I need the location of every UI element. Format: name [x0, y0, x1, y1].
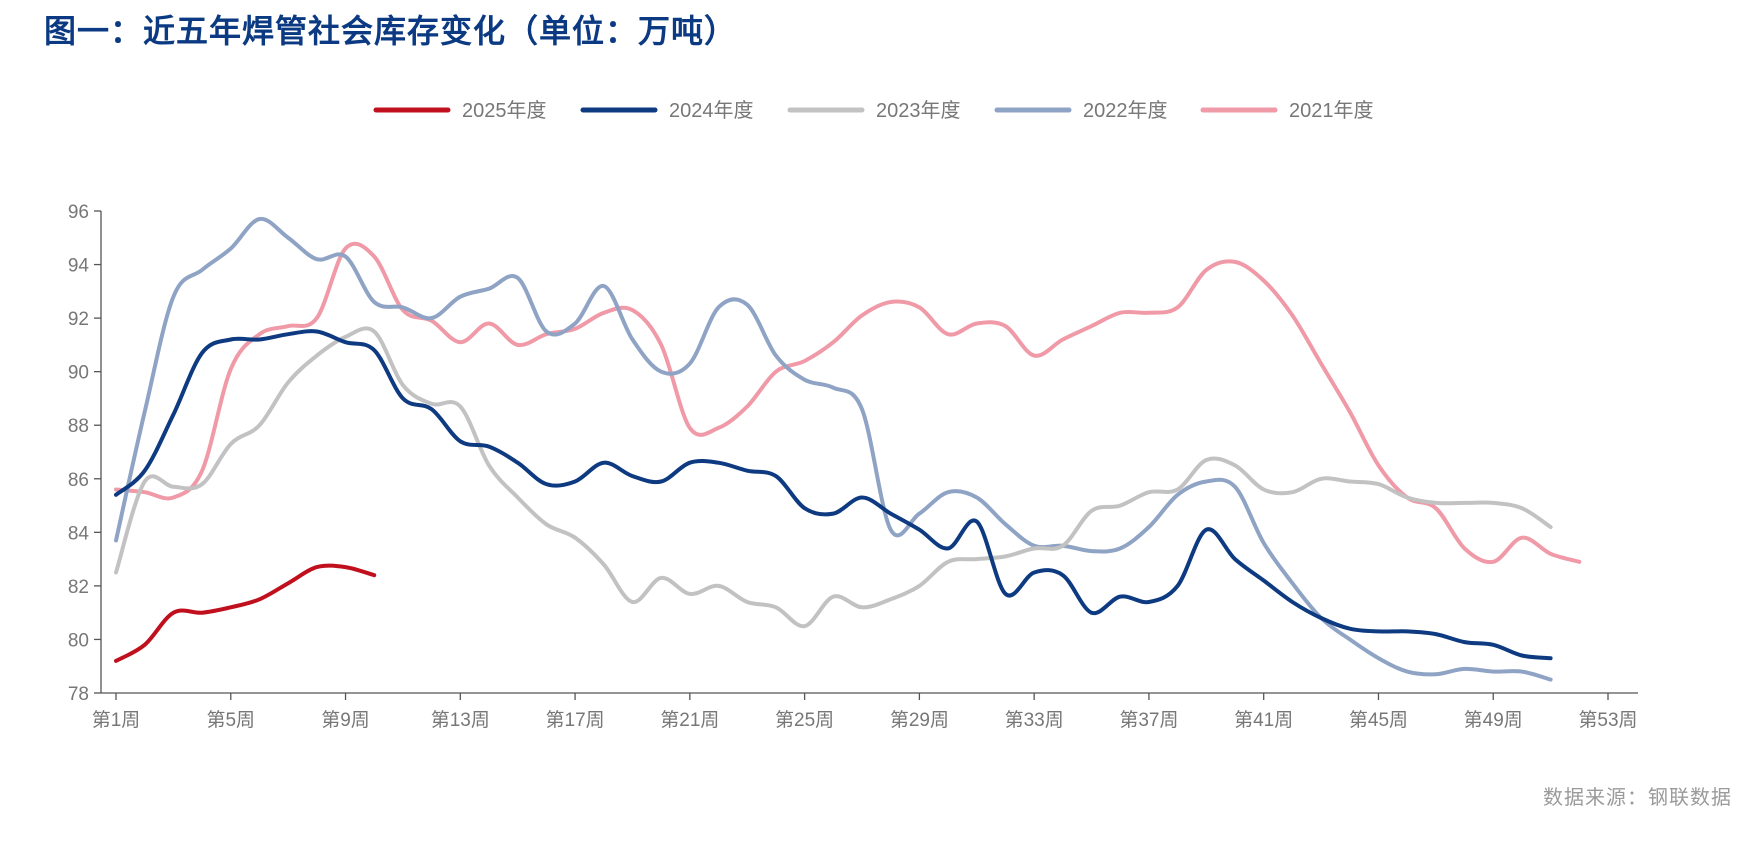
y-tick-label: 82 [68, 577, 89, 598]
series-line-2025年度 [114, 563, 377, 663]
x-tick-label: 第9周 [321, 709, 370, 731]
axes: 78 80 82 84 86 88 90 92 94 96 第1周 第5周 第9周 第13周 第17周 第21… [68, 202, 1638, 731]
series-line-2022年度 [114, 216, 1553, 682]
y-tick-label: 78 [68, 684, 89, 705]
series-line-2023年度 [114, 326, 1553, 629]
x-tick-label: 第33周 [1005, 709, 1064, 731]
y-tick-label: 90 [68, 363, 89, 384]
series-lines [114, 216, 1582, 682]
series-line-2024年度 [114, 329, 1553, 661]
legend-label: 2021年度 [1289, 99, 1374, 122]
legend: 2025年度 2024年度 2023年度 2022年度 2021年度 [373, 99, 1374, 122]
y-tick-label: 92 [68, 309, 89, 330]
data-source: 数据来源：钢联数据 [1543, 785, 1732, 809]
x-tick-label: 第37周 [1119, 709, 1178, 731]
y-tick-label: 80 [68, 630, 89, 651]
x-tick-label: 第13周 [431, 709, 490, 731]
legend-label: 2024年度 [669, 99, 754, 122]
y-tick-label: 96 [68, 202, 89, 223]
x-tick-label: 第41周 [1234, 709, 1293, 731]
y-tick-label: 88 [68, 416, 89, 437]
legend-label: 2023年度 [876, 99, 961, 122]
legend-label: 2025年度 [462, 99, 547, 122]
x-tick-label: 第21周 [660, 709, 719, 731]
x-tick-label: 第5周 [206, 709, 255, 731]
x-tick-label: 第17周 [546, 709, 605, 731]
x-tick-label: 第53周 [1578, 709, 1637, 731]
y-tick-label: 86 [68, 470, 89, 491]
y-tick-label: 94 [68, 256, 90, 277]
x-tick-label: 第45周 [1349, 709, 1408, 731]
x-tick-label: 第1周 [92, 709, 141, 731]
x-tick-label: 第49周 [1464, 709, 1523, 731]
chart-title: 图一：近五年焊管社会库存变化（单位：万吨） [44, 12, 738, 50]
legend-label: 2022年度 [1083, 99, 1168, 122]
x-tick-label: 第25周 [775, 709, 834, 731]
series-line-2021年度 [114, 241, 1582, 565]
x-tick-label: 第29周 [890, 709, 949, 731]
y-tick-label: 84 [68, 523, 90, 544]
